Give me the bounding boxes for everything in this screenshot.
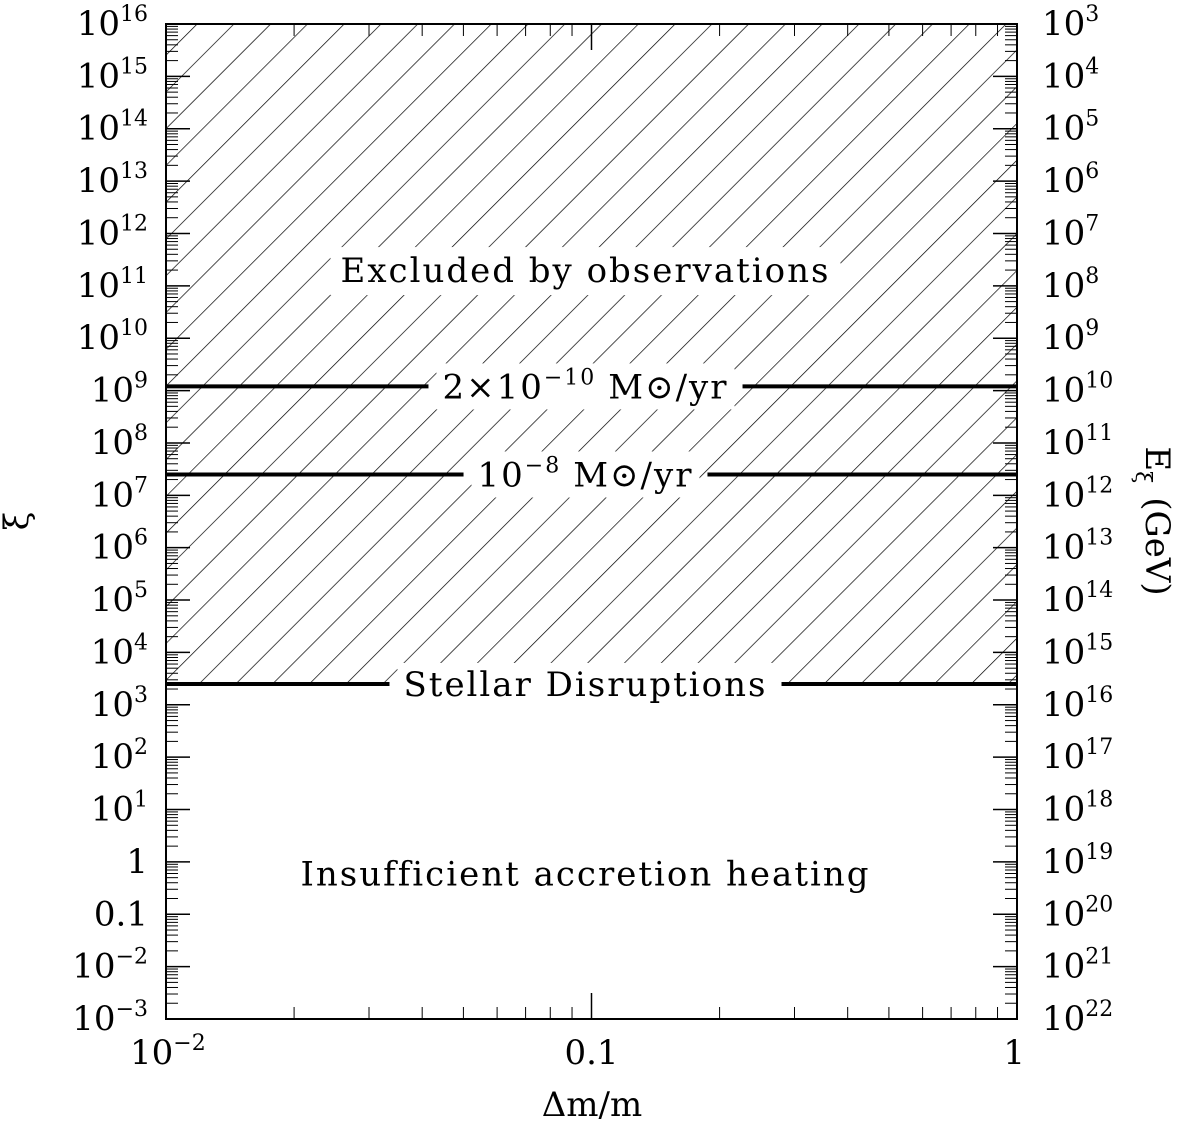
- y2-tick-label: 103: [1042, 2, 1099, 44]
- y2-tick-label: 1011: [1042, 421, 1113, 463]
- y-tick-label: 108: [91, 421, 148, 463]
- plot-frame: [165, 23, 1018, 1020]
- y-tick-labels: 10−3 10−2 0.1 1 101 102 103 104 105 106 107 108 109 1…: [72, 2, 148, 1039]
- x-tick-labels: 10−2 0.1 1: [130, 1031, 1025, 1073]
- annotation-text: Excluded by observations: [341, 251, 831, 291]
- annotation-background: [290, 850, 881, 899]
- y-tick-label: 1016: [77, 2, 148, 44]
- series-label-background: [397, 662, 774, 707]
- y2-tick-label: 106: [1042, 159, 1099, 201]
- y-tick-label: 1010: [77, 316, 148, 358]
- y2-tick-label: 1021: [1042, 945, 1113, 987]
- series-label: Stellar Disruptions: [403, 665, 767, 705]
- y-tick-label: 109: [91, 369, 148, 411]
- y-tick-label: 1013: [77, 159, 148, 201]
- annotation-background: [330, 247, 841, 296]
- y-tick-label: 10−2: [72, 945, 148, 987]
- y-tick-label: 0.1: [94, 894, 148, 934]
- series-label: 2×10−10 M⊙/yr: [442, 365, 728, 407]
- x-axis-label: Δm/m: [542, 1085, 643, 1124]
- y2-tick-label: 1014: [1042, 578, 1113, 620]
- y2-tick-label: 1015: [1042, 630, 1113, 672]
- x-tick-label: 1: [1003, 1033, 1025, 1073]
- y-tick-label: 105: [91, 578, 148, 620]
- y2-tick-label: 104: [1042, 54, 1099, 96]
- annotation-text: Insufficient accretion heating: [300, 855, 870, 895]
- annotations: Excluded by observations Insufficient acc…: [290, 247, 881, 899]
- y2-tick-labels: 1022 1021 1020 1019 1018 1017 1016 1015 1014 1013…: [1042, 2, 1113, 1039]
- y2-tick-label: 1010: [1042, 369, 1113, 411]
- y-tick-label: 1012: [77, 211, 148, 253]
- y2-tick-label: 105: [1042, 107, 1099, 149]
- y2-tick-label: 109: [1042, 316, 1099, 358]
- minor-ticks: [166, 24, 1017, 1019]
- y2-axis-label: Eξ(GeV): [1130, 446, 1177, 595]
- y-tick-label: 107: [91, 473, 148, 515]
- y-tick-label: 101: [91, 788, 148, 830]
- series-lines: [166, 384, 1017, 686]
- y-tick-label: 1: [126, 842, 148, 882]
- x-tick-label: 0.1: [564, 1033, 618, 1073]
- series-label-background: [471, 451, 700, 498]
- y2-tick-label: 1012: [1042, 473, 1113, 515]
- y2-tick-label: 1018: [1042, 788, 1113, 830]
- y-tick-label: 102: [91, 735, 148, 777]
- y-axis-label: ξ: [0, 512, 37, 531]
- y2-tick-label: 1016: [1042, 683, 1113, 725]
- y2-tick-label: 108: [1042, 264, 1099, 306]
- series-label-background: [436, 363, 735, 410]
- y2-tick-label: 107: [1042, 211, 1099, 253]
- y-tick-label: 1015: [77, 54, 148, 96]
- x-tick-label: 10−2: [130, 1031, 206, 1073]
- y-tick-label: 104: [91, 630, 148, 672]
- y2-tick-label: 1020: [1042, 892, 1113, 934]
- y2-tick-label: 1013: [1042, 526, 1113, 568]
- excluded-region-hatch: [166, 24, 1017, 684]
- y2-tick-label: 1022: [1042, 997, 1113, 1039]
- series-label: 10−8 M⊙/yr: [478, 453, 694, 495]
- y-tick-label: 1014: [77, 107, 148, 149]
- y2-tick-label: 1017: [1042, 735, 1113, 777]
- series-labels: 2×10−10 M⊙/yr 10−8 M⊙/yr Stellar Disruptions: [397, 363, 774, 707]
- y-tick-label: 106: [91, 526, 148, 568]
- y-tick-label: 10−3: [72, 997, 148, 1039]
- y2-tick-label: 1019: [1042, 840, 1113, 882]
- y-tick-label: 103: [91, 683, 148, 725]
- y-tick-label: 1011: [77, 264, 148, 306]
